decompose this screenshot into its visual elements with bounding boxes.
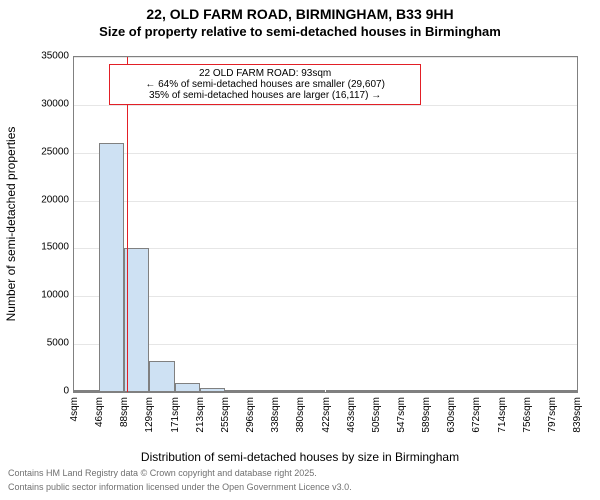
x-tick-label: 88sqm [119, 397, 130, 427]
x-tick-label: 839sqm [572, 397, 583, 433]
annotation-box: 22 OLD FARM ROAD: 93sqm ← 64% of semi-de… [109, 64, 421, 105]
histogram-bar [225, 390, 250, 392]
footnote-line2: Contains public sector information licen… [8, 482, 352, 492]
histogram-bar [300, 390, 325, 392]
histogram-bar [149, 361, 174, 392]
histogram-bar [250, 390, 275, 392]
x-tick-label: 463sqm [346, 397, 357, 433]
annot-larger-pct: 35% of semi-detached houses are larger (… [116, 90, 414, 101]
histogram-bar [476, 390, 501, 392]
chart-title-line1: 22, OLD FARM ROAD, BIRMINGHAM, B33 9HH [0, 6, 600, 22]
gridline [74, 201, 577, 202]
histogram-bar [326, 390, 351, 392]
histogram-bar [74, 390, 99, 392]
histogram-bar [426, 390, 451, 392]
annot-smaller-pct: ← 64% of semi-detached houses are smalle… [116, 79, 414, 90]
y-tick-label: 35000 [29, 51, 69, 62]
x-tick-label: 255sqm [220, 397, 231, 433]
x-tick-label: 547sqm [396, 397, 407, 433]
x-tick-label: 505sqm [371, 397, 382, 433]
histogram-bar [99, 143, 124, 392]
x-tick-label: 4sqm [69, 397, 80, 421]
x-tick-label: 756sqm [522, 397, 533, 433]
x-tick-label: 672sqm [471, 397, 482, 433]
y-axis-label: Number of semi-detached properties [4, 126, 18, 321]
histogram-bar [275, 390, 300, 392]
x-tick-label: 338sqm [270, 397, 281, 433]
histogram-bar [175, 383, 200, 392]
x-tick-label: 714sqm [497, 397, 508, 433]
histogram-bar [451, 390, 476, 392]
y-tick-label: 30000 [29, 98, 69, 109]
histogram-bar [527, 390, 552, 392]
x-tick-label: 422sqm [321, 397, 332, 433]
x-tick-label: 380sqm [295, 397, 306, 433]
x-tick-label: 171sqm [170, 397, 181, 433]
gridline [74, 153, 577, 154]
y-tick-label: 15000 [29, 242, 69, 253]
x-tick-label: 129sqm [144, 397, 155, 433]
annot-property-size: 22 OLD FARM ROAD: 93sqm [116, 68, 414, 79]
histogram-bar [552, 390, 577, 392]
x-tick-label: 630sqm [446, 397, 457, 433]
property-marker-line [127, 57, 128, 392]
histogram-bar [200, 388, 225, 392]
x-axis-label: Distribution of semi-detached houses by … [0, 450, 600, 464]
histogram-bar [401, 390, 426, 392]
gridline [74, 296, 577, 297]
x-tick-label: 589sqm [421, 397, 432, 433]
x-tick-label: 213sqm [195, 397, 206, 433]
y-tick-label: 10000 [29, 290, 69, 301]
gridline [74, 57, 577, 58]
y-tick-label: 25000 [29, 146, 69, 157]
x-tick-label: 797sqm [547, 397, 558, 433]
y-tick-label: 5000 [29, 338, 69, 349]
histogram-chart: 22, OLD FARM ROAD, BIRMINGHAM, B33 9HH S… [0, 0, 600, 500]
histogram-bar [351, 390, 376, 392]
x-tick-label: 296sqm [245, 397, 256, 433]
y-tick-label: 0 [29, 386, 69, 397]
x-tick-label: 46sqm [94, 397, 105, 427]
footnote-line1: Contains HM Land Registry data © Crown c… [8, 468, 317, 478]
chart-title-line2: Size of property relative to semi-detach… [0, 24, 600, 39]
y-tick-label: 20000 [29, 194, 69, 205]
gridline [74, 105, 577, 106]
gridline [74, 248, 577, 249]
histogram-bar [376, 390, 401, 392]
gridline [74, 344, 577, 345]
histogram-bar [502, 390, 527, 392]
plot-area: 22 OLD FARM ROAD: 93sqm ← 64% of semi-de… [73, 56, 578, 393]
